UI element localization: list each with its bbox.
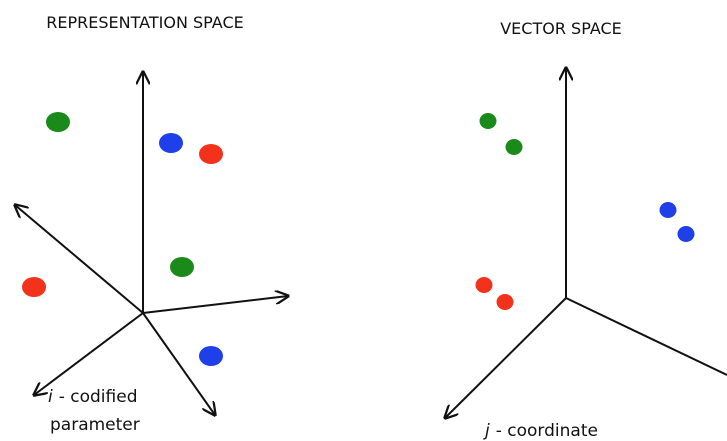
points	[475, 113, 695, 310]
point	[22, 277, 46, 297]
point	[159, 133, 183, 153]
point	[677, 226, 695, 242]
panel-title: REPRESENTATION SPACE	[46, 13, 243, 32]
panel-title: VECTOR SPACE	[500, 19, 622, 38]
caption-line: - coordinate	[496, 421, 598, 441]
axis	[142, 296, 288, 314]
axis-caption: i - codified	[48, 387, 138, 407]
vector-panel: VECTOR SPACE j - coordinate	[445, 19, 727, 441]
axis	[142, 312, 215, 415]
point	[199, 144, 223, 164]
point	[505, 139, 523, 155]
point	[479, 113, 497, 129]
point	[659, 202, 677, 218]
representation-panel: REPRESENTATION SPACE i - codified paramet…	[15, 13, 288, 435]
axis	[565, 297, 727, 376]
variable: j	[483, 421, 490, 441]
point	[475, 277, 493, 293]
point	[496, 294, 514, 310]
point	[46, 112, 70, 132]
axis-caption: j - coordinate	[483, 421, 598, 441]
axis	[34, 312, 144, 395]
caption-line: parameter	[50, 415, 140, 435]
axes	[445, 68, 727, 418]
point	[170, 257, 194, 277]
points	[22, 112, 223, 366]
caption-line: - codified	[59, 387, 138, 407]
axis	[445, 297, 567, 418]
point	[199, 346, 223, 366]
variable: i	[48, 387, 53, 407]
axis	[15, 205, 144, 314]
axes	[15, 72, 288, 415]
